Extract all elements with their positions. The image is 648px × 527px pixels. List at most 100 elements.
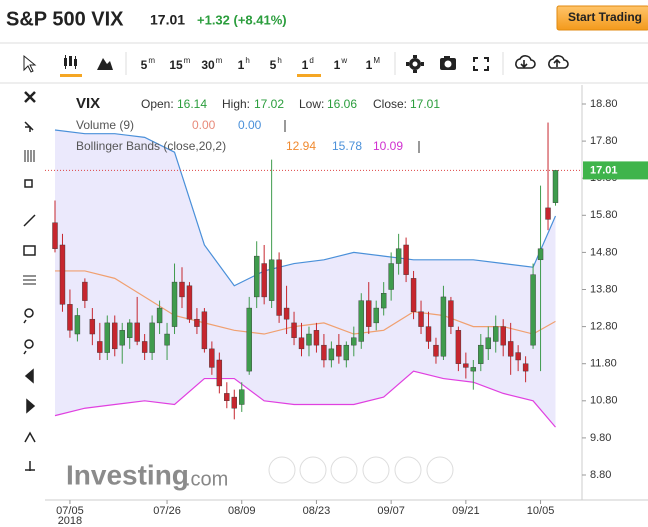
interval-label[interactable]: 1: [334, 58, 341, 72]
measure-tool[interactable]: [24, 431, 36, 443]
candle-body: [171, 281, 178, 327]
x-tick-label: 09/07: [377, 505, 405, 517]
x-tick-label: 07/05: [56, 505, 84, 517]
candle-body: [104, 322, 110, 353]
candle-body: [179, 281, 185, 298]
legend: VIX Open: 16.14 High: 17.02 Low: 16.06 C…: [76, 95, 440, 153]
candle-body: [403, 244, 409, 275]
x-tick-label: 08/23: [303, 505, 331, 517]
interval-unit: M: [373, 56, 380, 65]
candle-body: [276, 259, 282, 316]
interval-label[interactable]: 5: [141, 58, 148, 72]
candle-body: [82, 281, 88, 301]
symbol: VIX: [76, 95, 100, 112]
bb-middle-value: 12.94: [286, 139, 316, 153]
y-tick-label: 9.80: [590, 432, 611, 444]
bollinger-middle: [55, 270, 556, 335]
candle-body: [463, 363, 469, 368]
candle-body: [74, 315, 81, 335]
year-label: 2018: [58, 515, 82, 527]
interval-label[interactable]: 1: [238, 58, 245, 72]
candle-body: [328, 348, 335, 361]
candle-body: [515, 352, 521, 361]
candle-body: [500, 326, 506, 346]
scroll-right-tool[interactable]: [26, 398, 36, 414]
cursor-tool[interactable]: [23, 54, 37, 73]
fullscreen-tool[interactable]: [473, 57, 489, 71]
copy-tool[interactable]: [24, 179, 33, 188]
low-value: 16.06: [327, 97, 357, 111]
y-tick-label: 18.80: [590, 98, 618, 110]
bb-lower-value: 10.09: [373, 139, 403, 153]
candle-body: [395, 248, 402, 264]
interval-unit: d: [309, 56, 313, 65]
close-tool[interactable]: [24, 91, 36, 103]
candle-body: [522, 363, 529, 372]
interval-label[interactable]: 5: [270, 58, 277, 72]
candle-body: [351, 337, 357, 346]
y-tick-label: 15.80: [590, 209, 618, 221]
zoom-in-tool[interactable]: [24, 308, 34, 318]
candle-body: [67, 304, 73, 331]
interval-label[interactable]: 1: [366, 58, 373, 72]
candle-body: [507, 341, 514, 357]
candle-body: [470, 367, 477, 372]
candle-body: [194, 318, 200, 327]
crosshair-tool[interactable]: [24, 121, 34, 132]
price-box-label: 17.01: [590, 164, 618, 176]
candle-body: [358, 300, 364, 342]
price: 17.01: [150, 12, 185, 28]
close-label: Close:: [373, 97, 407, 111]
candle-body: [231, 396, 237, 409]
upload-tool[interactable]: [548, 55, 569, 69]
fib-tool[interactable]: [23, 275, 36, 285]
bollinger-label: Bollinger Bands (close,20,2): [76, 139, 226, 153]
candle-body: [164, 333, 170, 346]
candles-tool[interactable]: [64, 55, 77, 69]
candle-body: [134, 322, 140, 342]
candle-body: [321, 344, 327, 361]
candle-body: [545, 207, 551, 220]
candle-body: [380, 293, 387, 309]
rect-tool[interactable]: [23, 245, 36, 256]
candle-body: [112, 322, 118, 350]
candle-body: [530, 274, 536, 346]
candle-body: [366, 300, 372, 327]
candle-body: [425, 326, 432, 342]
start-trading-button[interactable]: [556, 5, 648, 31]
candle-body: [224, 393, 230, 402]
y-tick-label: 12.80: [590, 321, 618, 333]
interval-label[interactable]: 1: [302, 58, 309, 72]
watermark: Investing: [66, 459, 189, 490]
candle-body: [209, 348, 215, 368]
button-label[interactable]: Start Trading: [568, 10, 642, 24]
trendline-tool[interactable]: [23, 214, 36, 227]
high-value: 17.02: [254, 97, 284, 111]
interval-unit: m: [184, 56, 191, 65]
candle-body: [455, 330, 462, 364]
camera-tool[interactable]: [440, 56, 456, 70]
levels-tool[interactable]: [24, 150, 35, 162]
area-tool[interactable]: [97, 58, 113, 70]
open-label: Open:: [141, 97, 174, 111]
interval-label[interactable]: 30: [201, 58, 215, 72]
bollinger-upper: [54, 129, 557, 287]
candle-body: [261, 263, 267, 298]
y-tick-label: 13.80: [590, 283, 618, 295]
scroll-left-tool[interactable]: [24, 368, 34, 384]
settings-tool[interactable]: [406, 55, 424, 73]
x-tick-label: 08/09: [228, 505, 256, 517]
y-tick-label: 8.80: [590, 469, 611, 481]
interval-unit: m: [148, 56, 155, 65]
candle-body: [149, 322, 155, 353]
y-tick-label: 11.80: [590, 358, 617, 370]
candle-body: [306, 333, 312, 346]
x-tick-label: 10/05: [527, 505, 555, 517]
price-box: [583, 161, 648, 180]
zoom-out-tool[interactable]: [24, 339, 34, 349]
candle-body: [246, 307, 252, 372]
anchor-tool[interactable]: [25, 461, 35, 471]
download-tool[interactable]: [515, 55, 536, 69]
interval-label[interactable]: 15: [169, 58, 183, 72]
